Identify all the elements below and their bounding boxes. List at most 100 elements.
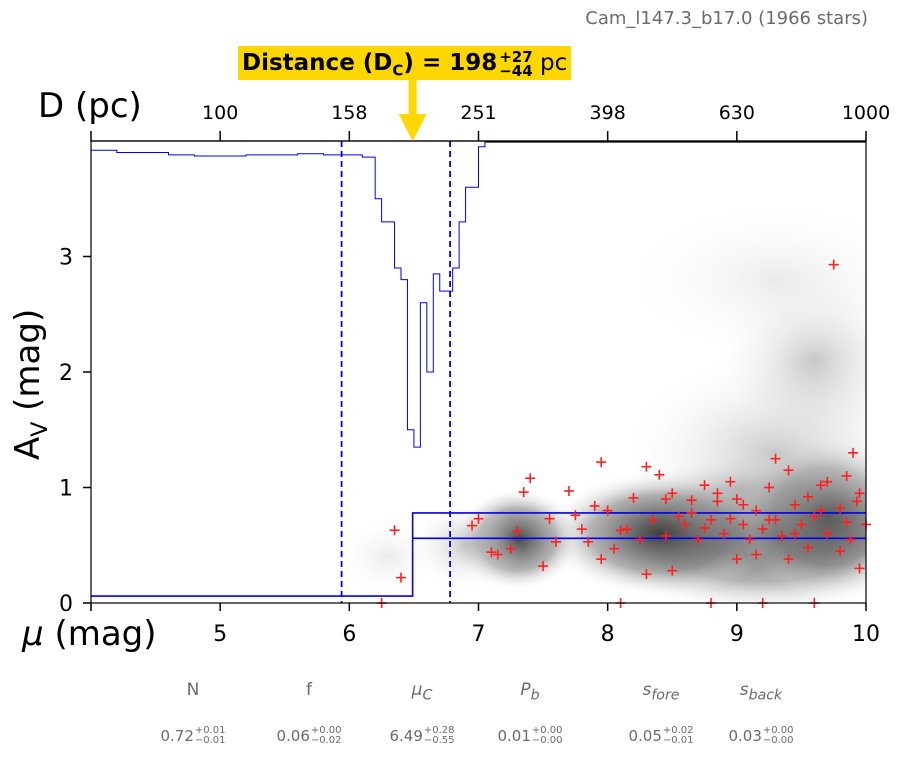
star-marker <box>751 549 762 560</box>
x-tick-label: 5 <box>213 622 227 647</box>
x-axis-title: μ (mag) <box>22 614 157 654</box>
distance-unit: pc <box>540 50 568 76</box>
star-marker <box>634 534 645 545</box>
star-marker <box>525 473 536 484</box>
distance-badge: Distance (DC) = 198 +27 −44 pc <box>238 46 572 80</box>
star-marker <box>751 505 762 516</box>
param-name: N <box>138 680 248 700</box>
star-marker <box>576 524 587 535</box>
distance-arrow <box>398 80 427 141</box>
star-marker <box>706 514 716 525</box>
star-marker <box>641 569 652 580</box>
star-marker <box>841 517 852 528</box>
star-marker <box>609 543 620 554</box>
density-blob <box>336 516 440 598</box>
star-marker <box>602 505 613 516</box>
param-name: μC <box>367 680 477 703</box>
distance-value: ) = 198 <box>403 50 498 76</box>
star-marker <box>731 494 742 505</box>
param-value: 0.03 +0.00 −0.00 <box>701 726 821 746</box>
star-marker <box>845 534 856 545</box>
top-axis-title: D (pc) <box>38 86 142 126</box>
star-marker <box>725 476 736 487</box>
x-axis-unit: (mag) <box>54 614 157 654</box>
y-ticks: 0 1 2 3 <box>59 246 91 617</box>
star-marker <box>822 476 833 487</box>
star-marker <box>628 492 639 503</box>
star-marker <box>802 491 813 502</box>
top-tick-label: 630 <box>719 102 755 124</box>
star-marker <box>725 513 736 524</box>
param-name-text: μC <box>411 680 433 704</box>
param-value: 0.01 +0.00 −0.00 <box>470 726 590 746</box>
param-value-text: 0.01 <box>497 727 531 745</box>
star-marker <box>712 488 723 499</box>
star-marker <box>589 500 600 511</box>
distance-prefix: Distance (D <box>242 50 393 76</box>
y-tick-label: 0 <box>59 592 73 617</box>
star-marker <box>396 572 406 583</box>
probability-curve <box>91 141 866 448</box>
star-marker <box>841 470 852 481</box>
x-tick-label: 8 <box>601 622 615 647</box>
star-marker <box>596 554 607 565</box>
param-value: 0.72 +0.01 −0.01 <box>133 726 253 746</box>
x-tick-label: 6 <box>342 622 356 647</box>
param-minus: −0.01 <box>194 735 226 746</box>
star-marker <box>686 507 697 518</box>
param-name-text: f <box>306 680 312 700</box>
star-marker <box>615 525 626 536</box>
param-value: 0.05 +0.02 −0.01 <box>601 726 721 746</box>
param-value: 0.06 +0.00 −0.02 <box>249 726 369 746</box>
star-marker <box>686 495 697 506</box>
star-marker <box>667 488 678 499</box>
star-marker <box>802 542 813 553</box>
star-marker <box>583 536 594 547</box>
star-marker <box>731 554 742 565</box>
star-marker <box>764 482 775 493</box>
param-plus: +0.00 <box>531 725 563 736</box>
chart-subtitle: Cam_l147.3_b17.0 (1966 stars) <box>585 8 868 29</box>
param-name-text: sback <box>739 680 783 704</box>
top-ticks: 100 158 251 398 630 1000 <box>90 102 890 142</box>
param-plus: +0.28 <box>423 725 455 736</box>
star-marker <box>641 461 652 472</box>
star-marker <box>467 520 478 531</box>
star-marker <box>622 524 633 535</box>
top-tick-label: 398 <box>590 102 626 124</box>
star-marker <box>551 536 561 547</box>
y-tick-label: 1 <box>59 477 73 502</box>
star-marker <box>822 528 833 539</box>
param-plus: +0.01 <box>194 725 226 736</box>
star-marker <box>783 465 794 476</box>
star-marker <box>647 514 658 525</box>
star-marker <box>486 547 497 558</box>
y-tick-label: 3 <box>59 246 73 271</box>
param-minus: −0.02 <box>310 735 342 746</box>
param-value: 6.49 +0.28 −0.55 <box>362 726 482 746</box>
arrow-head <box>398 114 427 141</box>
star-marker <box>738 499 749 510</box>
star-marker <box>815 480 826 491</box>
x-axis-symbol: μ <box>22 614 44 654</box>
top-tick-label: 100 <box>202 102 238 124</box>
star-marker <box>544 513 555 524</box>
param-name: f <box>254 680 364 700</box>
star-marker <box>538 561 549 572</box>
star-marker <box>789 528 800 539</box>
top-tick-label: 158 <box>331 102 367 124</box>
extinction-plot: 5 6 7 8 9 10 0 1 2 3 100 158 251 398 630 1000 <box>59 80 890 647</box>
star-marker <box>770 453 781 464</box>
star-points <box>376 259 871 608</box>
star-marker <box>757 524 768 535</box>
density-shading <box>336 198 866 603</box>
probability-step <box>91 141 486 448</box>
top-tick-label: 251 <box>460 102 496 124</box>
star-marker <box>389 525 400 536</box>
param-plus: +0.00 <box>310 725 342 736</box>
star-marker <box>473 513 484 524</box>
param-name-text: sfore <box>642 680 680 704</box>
y-tick-label: 2 <box>59 361 73 386</box>
star-marker <box>512 526 523 537</box>
star-marker <box>699 480 710 491</box>
